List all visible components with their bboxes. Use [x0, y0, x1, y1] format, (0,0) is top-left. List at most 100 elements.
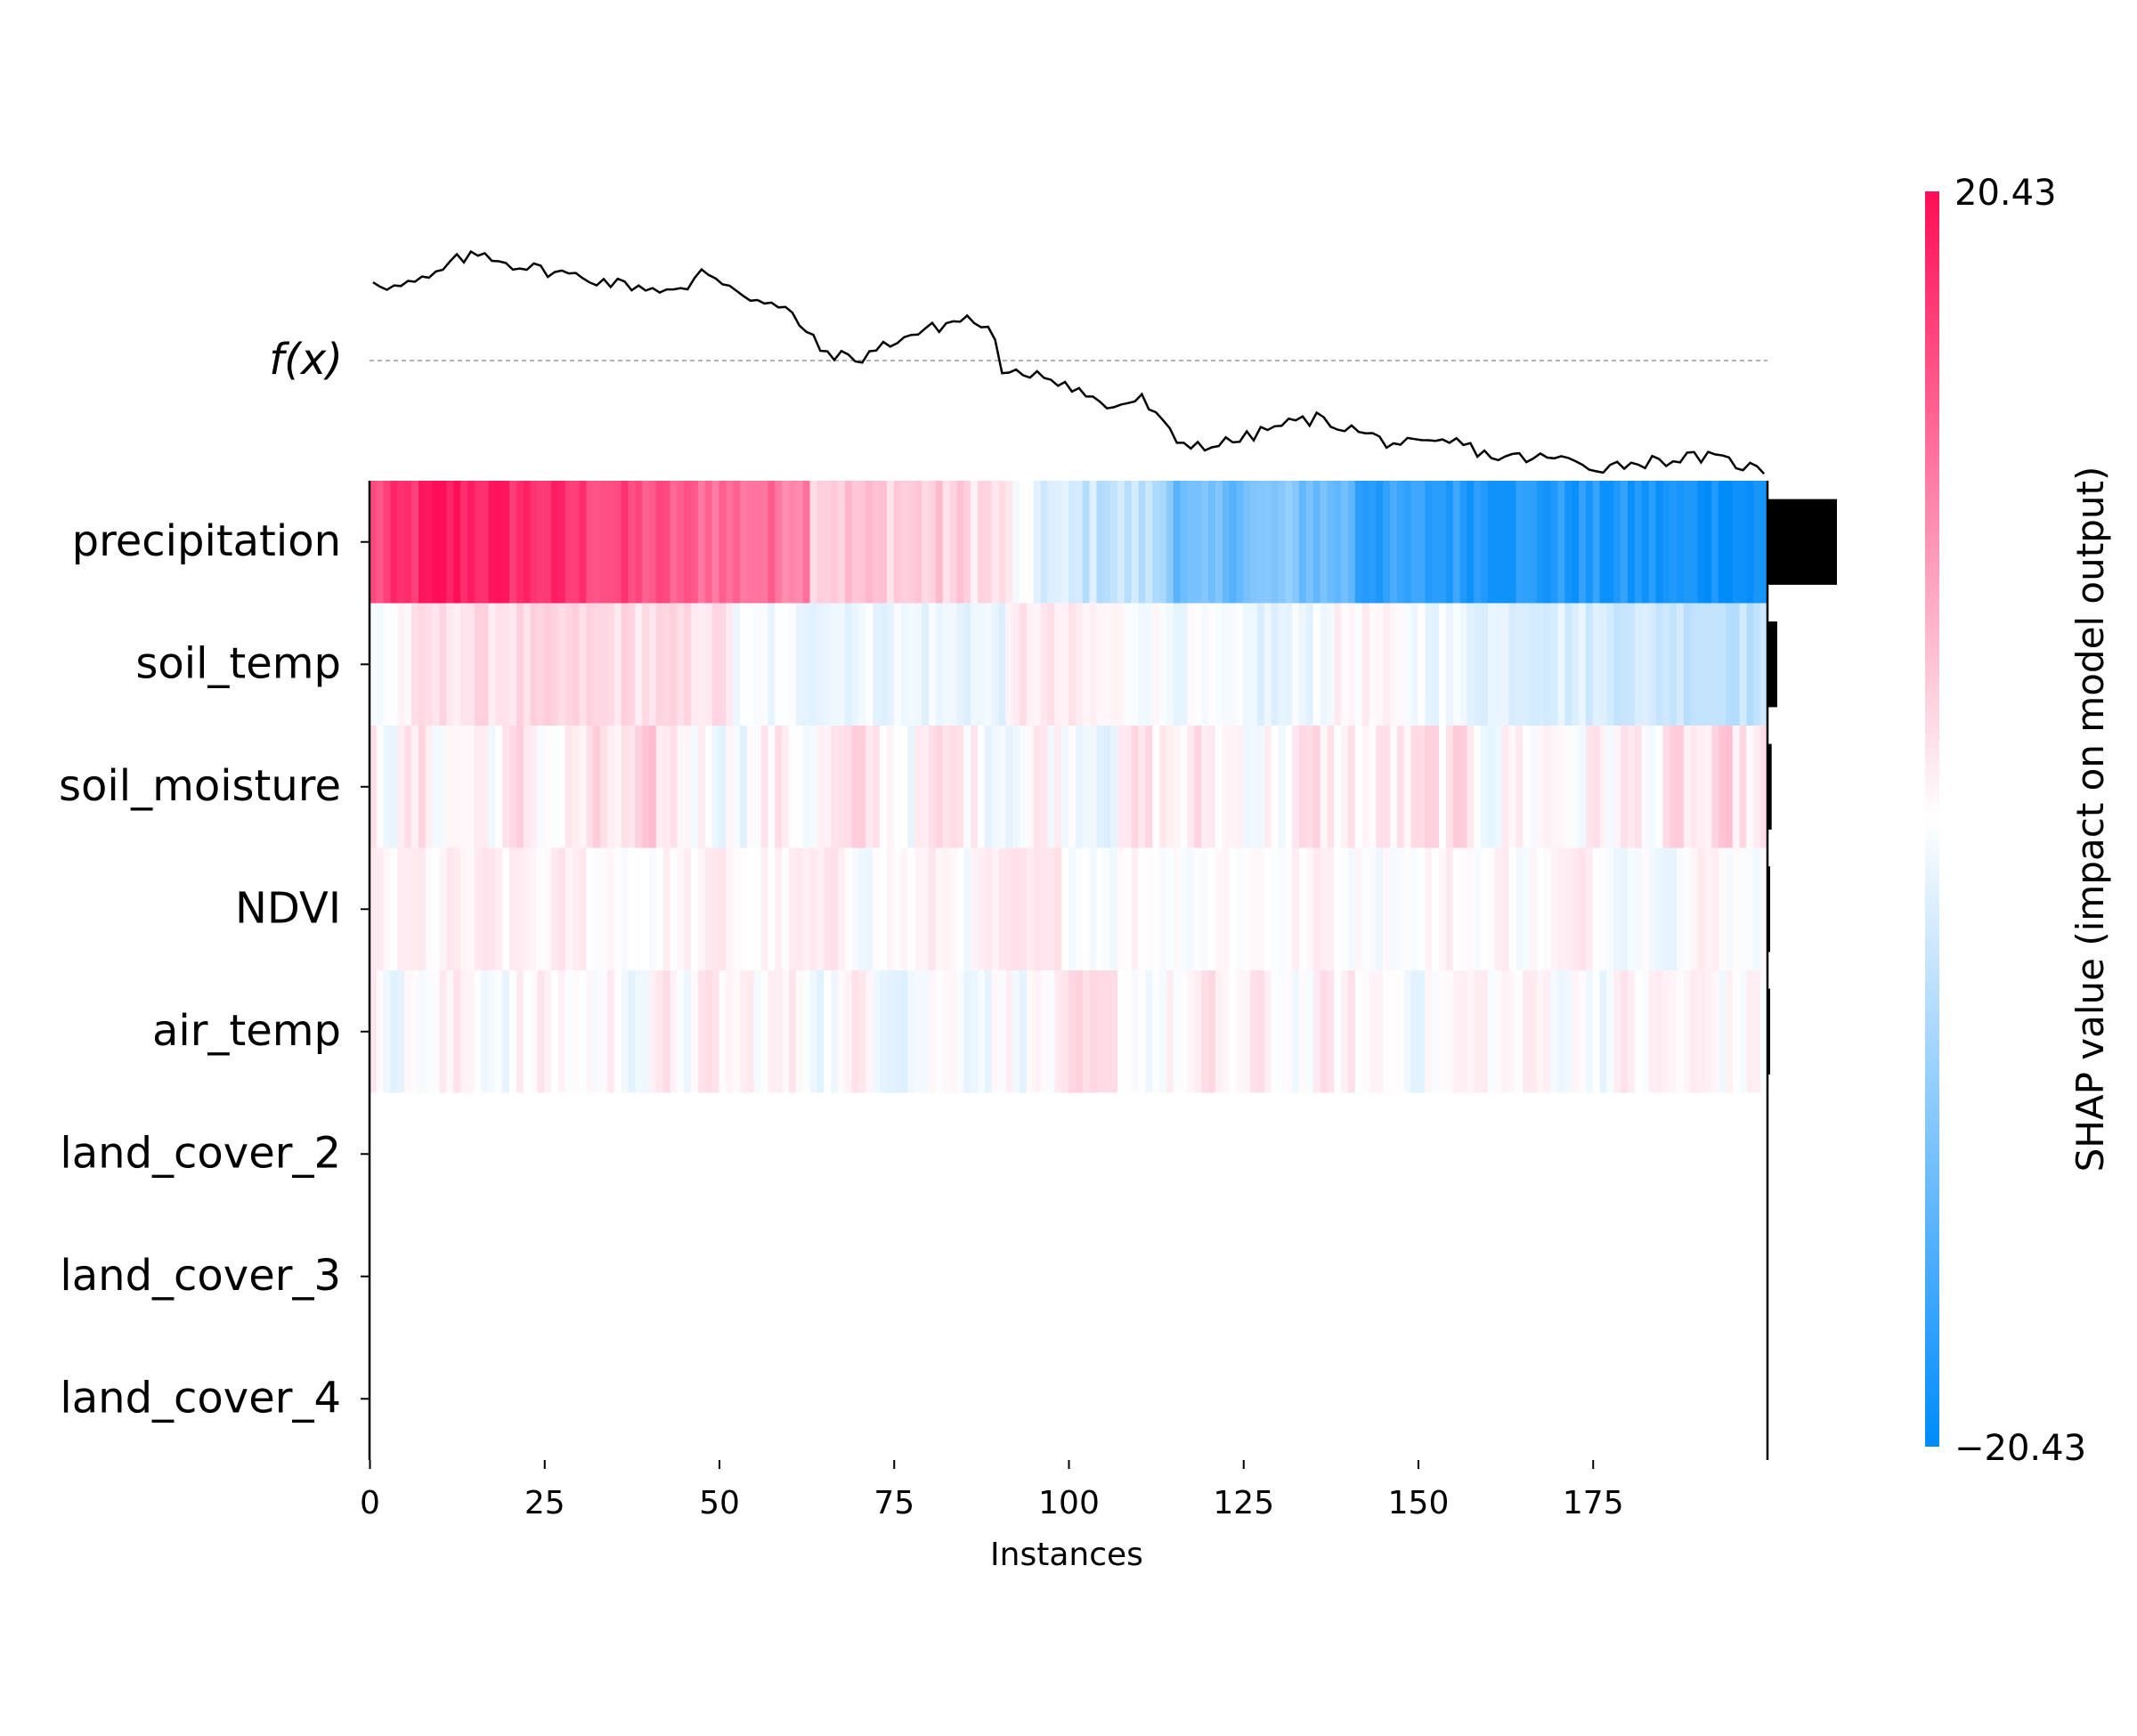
heatmap-cell: [1494, 848, 1503, 970]
heatmap-cell: [446, 726, 454, 848]
heatmap-cell: [691, 603, 699, 726]
heatmap-cell: [963, 481, 971, 604]
heatmap-cell: [1550, 603, 1559, 726]
heatmap-cell: [1585, 603, 1594, 726]
heatmap-cell: [1572, 481, 1580, 604]
heatmap-cell: [439, 726, 447, 848]
heatmap-cell: [481, 603, 490, 726]
heatmap-cell: [1348, 603, 1356, 726]
heatmap-cell: [697, 848, 706, 970]
heatmap-cell: [858, 603, 866, 726]
heatmap-cell: [1613, 481, 1621, 604]
heatmap-cell: [1047, 848, 1055, 970]
heatmap-cell: [719, 970, 727, 1093]
heatmap-cell: [984, 603, 993, 726]
heatmap-cell: [733, 970, 741, 1093]
heatmap-cell: [1110, 970, 1118, 1093]
heatmap-cell: [1530, 603, 1538, 726]
heatmap-cell: [579, 970, 587, 1093]
heatmap-cell: [984, 481, 993, 604]
heatmap-cell: [1719, 603, 1727, 726]
heatmap-cell: [1613, 848, 1621, 970]
heatmap-cell: [397, 970, 405, 1093]
heatmap-cell: [397, 481, 405, 604]
heatmap-cell: [495, 481, 503, 604]
heatmap-cell: [802, 848, 811, 970]
heatmap-cell: [1152, 481, 1160, 604]
heatmap-cell: [1138, 970, 1146, 1093]
heatmap-cell: [844, 726, 853, 848]
heatmap-cell: [1564, 848, 1572, 970]
heatmap-cell: [1068, 970, 1077, 1093]
heatmap-cell: [1543, 970, 1552, 1093]
heatmap-cell: [537, 726, 545, 848]
heatmap-cell: [530, 603, 538, 726]
heatmap-cell: [1501, 726, 1510, 848]
heatmap-cell: [523, 603, 532, 726]
heatmap-cell: [795, 726, 804, 848]
heatmap-cell: [1396, 726, 1405, 848]
heatmap-cell: [1488, 481, 1496, 604]
heatmap-cell: [817, 848, 825, 970]
heatmap-cell: [411, 726, 419, 848]
heatmap-cell: [1110, 603, 1118, 726]
heatmap-cell: [1760, 481, 1768, 604]
heatmap-cell: [390, 603, 398, 726]
heatmap-cell: [711, 848, 720, 970]
heatmap-cell: [1236, 726, 1244, 848]
heatmap-cell: [1131, 726, 1140, 848]
heatmap-cell: [565, 970, 573, 1093]
heatmap-cell: [1452, 970, 1461, 1093]
heatmap-cell: [1096, 848, 1104, 970]
heatmap-cell: [432, 848, 441, 970]
heatmap-cell: [1278, 481, 1286, 604]
heatmap-cell: [613, 970, 622, 1093]
heatmap-cell: [746, 970, 755, 1093]
heatmap-cell: [1613, 603, 1621, 726]
heatmap-cell: [481, 481, 490, 604]
heatmap-cell: [865, 726, 873, 848]
heatmap-cell: [537, 603, 545, 726]
heatmap-cell: [900, 970, 909, 1093]
heatmap-cell: [1075, 726, 1084, 848]
heatmap-cell: [998, 848, 1006, 970]
heatmap-cell: [425, 726, 434, 848]
heatmap-cell: [1236, 481, 1244, 604]
heatmap-cell: [453, 603, 461, 726]
heatmap-cell: [907, 481, 915, 604]
heatmap-cell: [1410, 726, 1419, 848]
heatmap-cell: [1690, 848, 1699, 970]
heatmap-cell: [1096, 603, 1104, 726]
heatmap-cell: [1543, 726, 1552, 848]
heatmap-cell: [760, 481, 769, 604]
heatmap-cell: [719, 603, 727, 726]
heatmap-cell: [1376, 726, 1384, 848]
heatmap-cell: [376, 848, 385, 970]
heatmap-cell: [844, 970, 853, 1093]
heatmap-cell: [1124, 603, 1133, 726]
heatmap-cell: [1676, 726, 1685, 848]
heatmap-cell: [865, 481, 873, 604]
heatmap-cell: [935, 726, 944, 848]
heatmap-cell: [691, 970, 699, 1093]
heatmap-cell: [1599, 603, 1608, 726]
heatmap-cell: [1390, 726, 1398, 848]
heatmap-cell: [858, 970, 866, 1093]
heatmap-cell: [1606, 481, 1614, 604]
heatmap-cell: [1096, 970, 1104, 1093]
heatmap-cell: [390, 970, 398, 1093]
heatmap-cell: [1383, 726, 1391, 848]
heatmap-cell: [1229, 726, 1237, 848]
heatmap-cell: [831, 726, 839, 848]
heatmap-cell: [635, 481, 643, 604]
heatmap-cell: [1641, 603, 1650, 726]
heatmap-cell: [719, 726, 727, 848]
heatmap-cell: [1439, 481, 1447, 604]
heatmap-cell: [1445, 726, 1454, 848]
heatmap-cell: [1054, 970, 1062, 1093]
heatmap-cell: [1739, 603, 1748, 726]
heatmap-cell: [453, 481, 461, 604]
heatmap-cell: [1103, 726, 1111, 848]
heatmap-cell: [1012, 603, 1020, 726]
heatmap-cell: [1320, 481, 1329, 604]
